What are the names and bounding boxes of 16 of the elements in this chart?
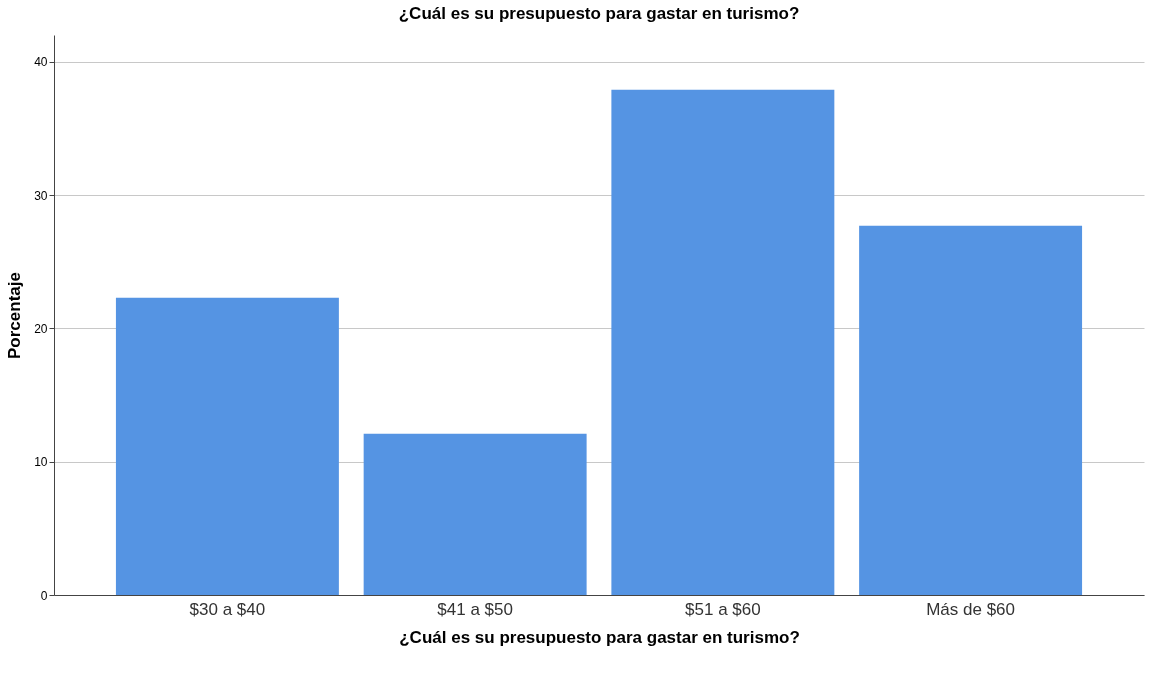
x-tick-label: Más de $60: [926, 599, 1016, 619]
bar: [363, 433, 587, 595]
y-axis-title: Porcentaje: [5, 272, 25, 359]
x-tick-label: $30 a $40: [189, 599, 266, 619]
x-axis-title: ¿Cuál es su presupuesto para gastar en turismo?: [399, 627, 800, 647]
bar: [611, 89, 835, 595]
bar: [115, 297, 339, 595]
y-tick-label: 0: [40, 588, 48, 603]
x-tick-label: $41 a $50: [437, 599, 513, 619]
chart-title: ¿Cuál es su presupuesto para gastar en turismo?: [398, 4, 800, 23]
y-tick-label: 10: [34, 455, 48, 470]
y-tick-label: 20: [34, 321, 48, 336]
bar: [859, 225, 1083, 595]
y-tick-label: 40: [34, 55, 48, 70]
y-tick-label: 30: [34, 188, 48, 203]
x-tick-label: $51 a $60: [685, 599, 761, 619]
